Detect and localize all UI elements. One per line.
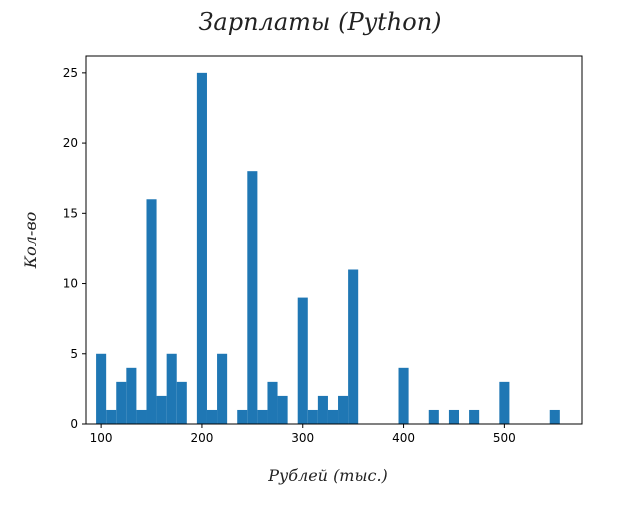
histogram-bar-500: [499, 381, 510, 424]
histogram-bar-130: [126, 367, 137, 424]
histogram-bar-450: [448, 409, 460, 424]
histogram-bar-270: [267, 381, 278, 424]
y-tick-label: 20: [63, 136, 78, 150]
x-tick-label: 400: [392, 431, 415, 445]
y-tick-label: 25: [63, 66, 78, 80]
y-tick-label: 0: [70, 417, 78, 431]
histogram-bar-340: [338, 395, 349, 424]
histogram-bar-180: [176, 381, 187, 424]
y-tick-label: 5: [70, 347, 78, 361]
plot-frame: [85, 55, 583, 425]
histogram-bar-120: [116, 381, 127, 424]
histogram-bar-400: [398, 367, 409, 424]
x-tick-label: 100: [90, 431, 113, 445]
chart-title: Зарплаты (Python): [198, 8, 441, 36]
histogram-bar-110: [106, 409, 117, 424]
histogram-bar-350: [348, 269, 359, 424]
histogram-bar-160: [156, 395, 167, 424]
histogram-bar-330: [327, 409, 339, 424]
y-axis-ticks: 0 5 10 15 20 25: [63, 66, 86, 431]
x-axis-ticks: 100 200 300 400 500: [90, 424, 516, 445]
histogram-bar-470: [469, 409, 480, 424]
histogram-bar-300: [297, 297, 308, 424]
histogram-bar-320: [317, 395, 328, 424]
histogram-bar-240: [237, 409, 248, 424]
y-axis-label: Кол-во: [21, 212, 40, 270]
histogram-bar-210: [206, 409, 218, 424]
bars-group: [96, 72, 560, 424]
histogram-bar-280: [277, 395, 288, 424]
histogram-bar-140: [136, 409, 147, 424]
y-tick-label: 15: [63, 206, 78, 220]
histogram-bar-260: [257, 409, 268, 424]
x-tick-label: 300: [291, 431, 314, 445]
x-tick-label: 200: [190, 431, 213, 445]
histogram-bar-250: [247, 171, 258, 424]
histogram-bar-220: [217, 353, 228, 424]
histogram-bar-150: [146, 199, 157, 424]
histogram-bar-310: [307, 409, 318, 424]
histogram-bar-550: [549, 409, 560, 424]
histogram-bar-170: [166, 353, 177, 424]
histogram-bar-100: [96, 353, 107, 424]
x-axis-label: Рублей (тыс.): [267, 466, 388, 485]
y-tick-label: 10: [63, 277, 78, 291]
x-tick-label: 500: [493, 431, 516, 445]
histogram-bar-200: [196, 72, 207, 424]
histogram-bar-430: [428, 409, 439, 424]
